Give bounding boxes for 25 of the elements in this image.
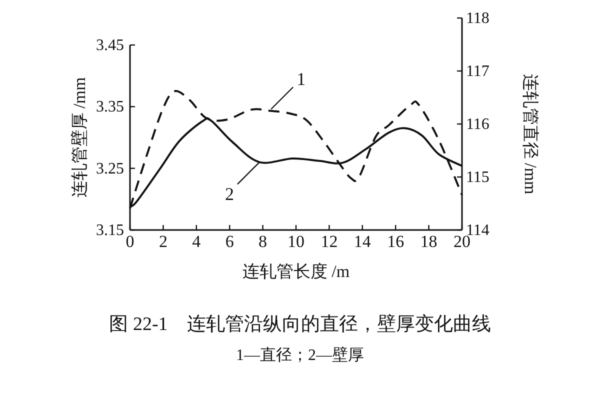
x-axis-title: 连轧管长度 /m — [242, 262, 350, 281]
y2-tick-label: 116 — [466, 116, 490, 133]
annotation: 1 — [296, 69, 306, 90]
x-tick-label: 8 — [258, 232, 268, 251]
y2-tick-label: 117 — [466, 63, 490, 80]
y2-tick-label: 118 — [466, 10, 490, 27]
x-tick-label: 16 — [387, 232, 404, 251]
x-tick-label: 18 — [420, 232, 438, 251]
y-tick-label: 3.15 — [96, 222, 124, 239]
x-tick-label: 12 — [320, 232, 338, 251]
x-tick-label: 6 — [225, 232, 234, 251]
text: 1—直径；2—壁厚 — [236, 346, 364, 364]
x-tick-label: 2 — [158, 232, 168, 251]
y2-tick-label: 115 — [466, 169, 490, 186]
y2-axis-title: 连轧管直径 /mm — [521, 74, 540, 194]
x-tick-label: 4 — [192, 232, 202, 251]
x-tick-label: 14 — [354, 232, 372, 251]
y-axis-title: 连轧管壁厚 /mm — [70, 77, 89, 198]
text: 图 22-1 连轧管沿纵向的直径，壁厚变化曲线 — [109, 313, 491, 335]
x-tick-label: 10 — [288, 232, 304, 251]
annotation: 2 — [224, 184, 234, 204]
y-tick-label: 3.35 — [96, 98, 124, 116]
y-tick-label: 3.25 — [96, 160, 124, 178]
x-tick-label: 0 — [126, 232, 134, 251]
y-tick-label: 3.45 — [96, 37, 124, 54]
